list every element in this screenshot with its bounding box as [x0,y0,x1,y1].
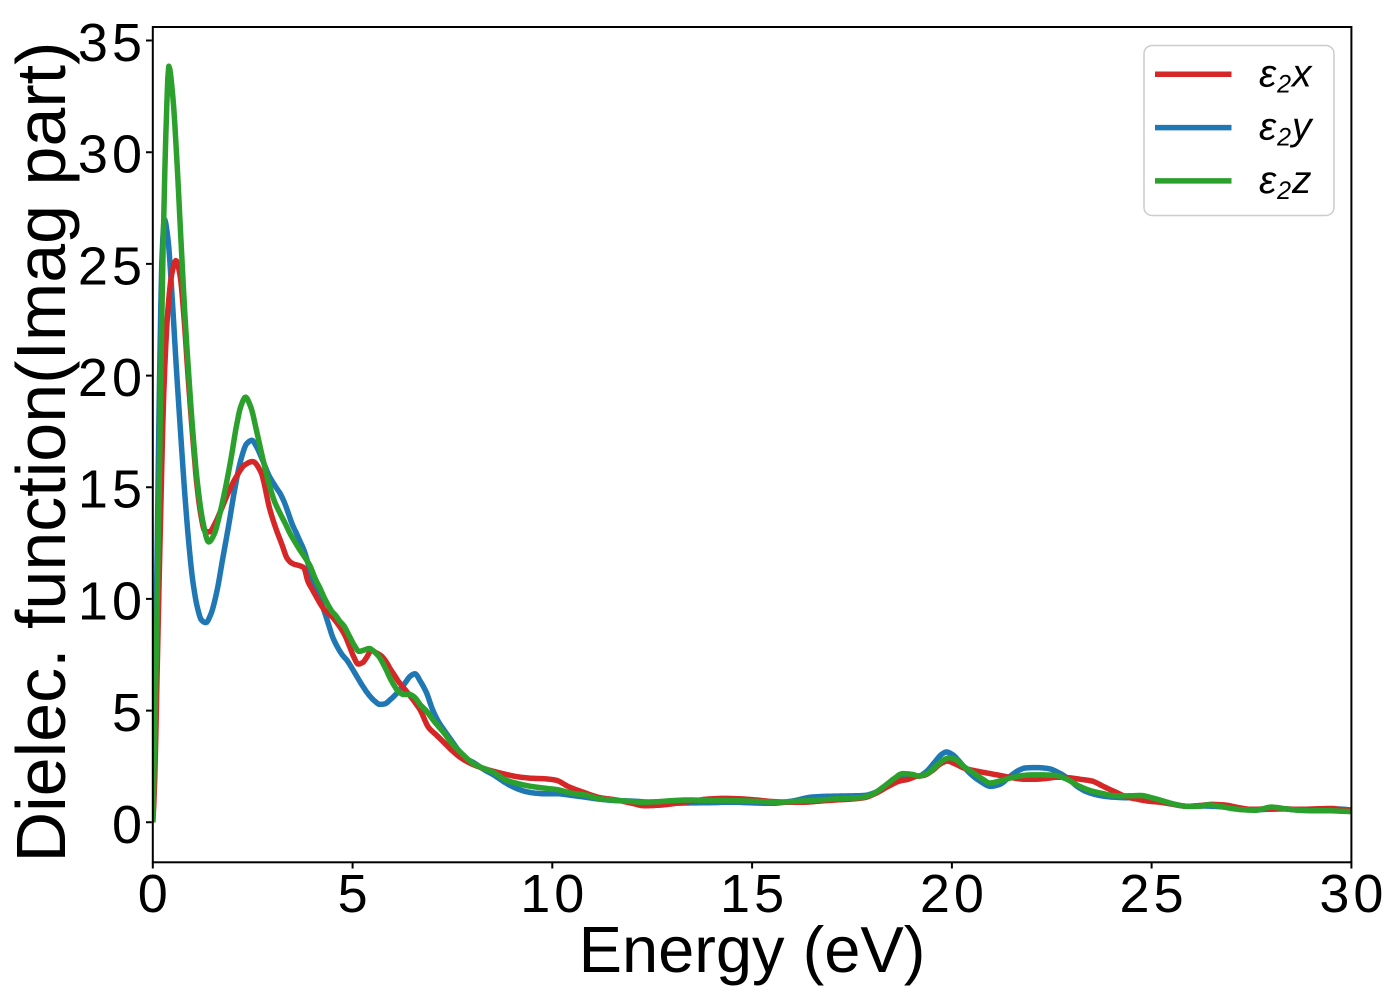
svg-text:10: 10 [520,864,588,924]
svg-text:5: 5 [338,864,368,924]
svg-text:20: 20 [920,864,988,924]
svg-text:5: 5 [112,683,142,743]
svg-text:25: 25 [78,236,146,296]
svg-text:Energy (eV): Energy (eV) [579,913,926,986]
svg-text:25: 25 [1120,864,1188,924]
svg-text:30: 30 [1319,864,1387,924]
svg-text:0: 0 [112,795,142,855]
svg-text:10: 10 [78,571,146,631]
svg-text:Dielec. function(Imag part): Dielec. function(Imag part) [2,42,80,863]
svg-text:15: 15 [720,864,788,924]
svg-text:15: 15 [78,460,146,520]
svg-text:0: 0 [138,864,168,924]
svg-text:35: 35 [78,13,146,73]
svg-text:20: 20 [78,348,146,408]
svg-text:ε2z: ε2z [1259,159,1313,205]
svg-text:30: 30 [78,125,146,185]
